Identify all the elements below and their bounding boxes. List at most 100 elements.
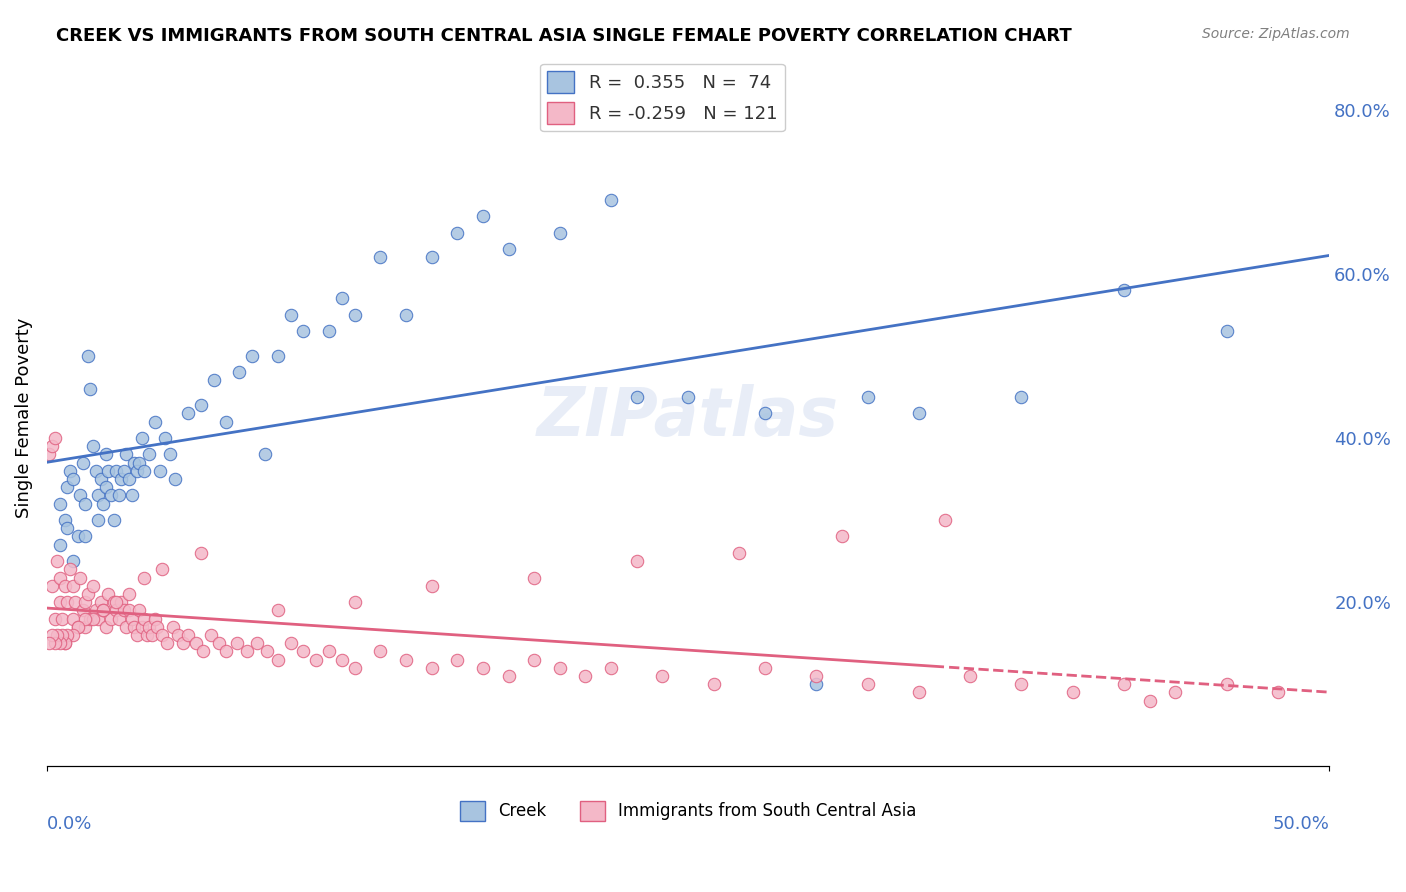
Point [53,636,76,650]
Point [498,669,520,683]
Point [118,603,141,617]
Point [368,250,391,264]
Point [56,521,79,535]
Point [280,308,302,322]
Point [200,628,222,642]
Point [267,349,290,363]
Y-axis label: Single Female Poverty: Single Female Poverty [15,318,32,517]
Legend: Creek, Immigrants from South Central Asia: Creek, Immigrants from South Central Asi… [453,794,924,828]
Point [215,644,238,658]
Point [38,636,60,650]
Point [471,661,494,675]
Point [1215,677,1237,691]
Point [112,464,135,478]
Point [82,579,104,593]
Point [134,464,156,478]
Point [100,488,122,502]
Point [63,595,86,609]
Point [125,464,148,478]
Point [172,636,194,650]
Point [159,447,181,461]
Point [84,603,107,617]
Point [134,611,156,625]
Point [66,620,89,634]
Point [103,513,125,527]
Point [267,652,290,666]
Point [79,611,101,625]
Point [280,636,302,650]
Point [115,447,138,461]
Point [959,669,981,683]
Point [138,620,160,634]
Point [135,628,157,642]
Point [122,620,145,634]
Point [1112,283,1135,297]
Point [110,472,132,486]
Point [121,488,143,502]
Point [72,603,94,617]
Point [523,652,546,666]
Point [103,595,125,609]
Point [190,398,212,412]
Point [856,677,879,691]
Point [149,464,172,478]
Point [225,636,247,650]
Point [600,661,623,675]
Point [53,579,76,593]
Point [908,406,931,420]
Point [162,620,184,634]
Point [53,513,76,527]
Point [62,472,84,486]
Point [75,529,97,543]
Point [131,431,153,445]
Point [48,636,70,650]
Point [97,464,120,478]
Point [110,595,132,609]
Point [831,529,853,543]
Point [330,652,353,666]
Point [66,620,89,634]
Point [150,562,173,576]
Point [41,628,63,642]
Point [806,669,828,683]
Point [75,620,97,634]
Point [190,546,212,560]
Point [87,513,110,527]
Point [253,447,276,461]
Point [143,415,166,429]
Point [38,447,60,461]
Point [125,628,148,642]
Point [318,324,340,338]
Point [240,349,263,363]
Point [48,497,70,511]
Point [343,595,366,609]
Point [305,652,328,666]
Point [69,570,91,584]
Point [246,636,269,650]
Point [202,374,225,388]
Point [703,677,725,691]
Point [626,554,648,568]
Point [523,570,546,584]
Point [934,513,956,527]
Point [100,611,122,625]
Point [165,472,187,486]
Point [856,390,879,404]
Text: CREEK VS IMMIGRANTS FROM SOUTH CENTRAL ASIA SINGLE FEMALE POVERTY CORRELATION CH: CREEK VS IMMIGRANTS FROM SOUTH CENTRAL A… [56,27,1071,45]
Point [420,250,443,264]
Text: 50.0%: 50.0% [1272,815,1329,833]
Point [72,456,94,470]
Point [177,628,200,642]
Point [728,546,751,560]
Point [395,308,418,322]
Point [267,603,290,617]
Point [105,595,128,609]
Point [330,292,353,306]
Point [62,628,84,642]
Point [138,447,160,461]
Point [184,636,207,650]
Point [574,669,596,683]
Point [62,554,84,568]
Point [75,595,97,609]
Point [75,611,97,625]
